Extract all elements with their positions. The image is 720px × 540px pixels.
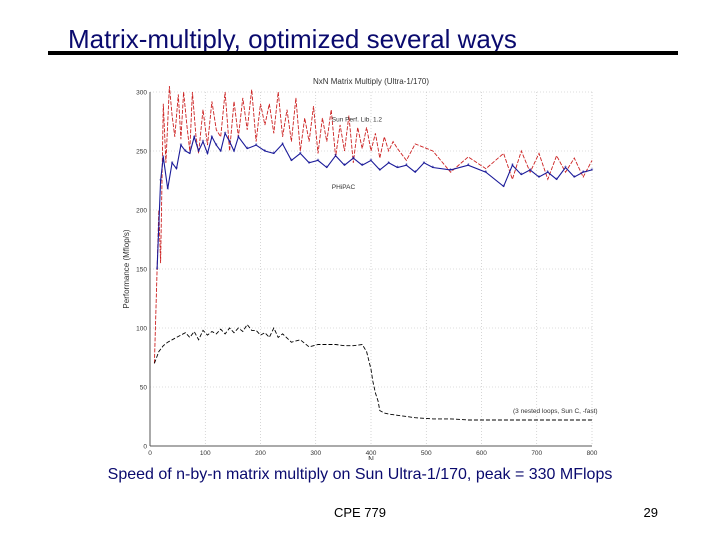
phipac-point: * bbox=[156, 267, 159, 274]
phipac-point: * bbox=[237, 135, 240, 142]
phipac-point: * bbox=[591, 168, 594, 175]
phipac-point: * bbox=[538, 175, 541, 182]
x-tick-label: 300 bbox=[310, 450, 321, 457]
y-tick-label: 150 bbox=[136, 267, 147, 274]
phipac-point: * bbox=[573, 175, 576, 182]
y-axis-label: Performance (Mflop/s) bbox=[122, 229, 131, 308]
x-tick-label: 200 bbox=[255, 450, 266, 457]
phipac-point: * bbox=[175, 167, 178, 174]
phipac-point: * bbox=[555, 177, 558, 184]
y-tick-label: 200 bbox=[136, 208, 147, 215]
phipac-point: * bbox=[264, 149, 267, 156]
phipac-point: * bbox=[206, 151, 209, 158]
footer-course: CPE 779 bbox=[333, 505, 387, 520]
x-tick-label: 800 bbox=[587, 450, 598, 457]
phipac-point: * bbox=[197, 149, 200, 156]
slide-caption: Speed of n-by-n matrix multiply on Sun U… bbox=[107, 466, 613, 483]
phipac-point: * bbox=[405, 163, 408, 170]
y-tick-label: 250 bbox=[136, 149, 147, 156]
y-tick-label: 0 bbox=[143, 444, 147, 451]
phipac-point: * bbox=[387, 161, 390, 168]
phipac-point: * bbox=[272, 151, 275, 158]
phipac-point: * bbox=[564, 166, 567, 173]
performance-chart: 0 100 200 300 400 500 600 700 800 0 50 100 150 200 25… bbox=[122, 77, 598, 460]
y-tick-label: 50 bbox=[140, 385, 148, 392]
phipac-point: * bbox=[166, 187, 169, 194]
phipac-point: * bbox=[202, 140, 205, 147]
phipac-point: * bbox=[582, 170, 585, 177]
phipac-point: * bbox=[171, 161, 174, 168]
phipac-point: * bbox=[352, 156, 355, 163]
phipac-point: * bbox=[281, 142, 284, 149]
x-tick-label: 500 bbox=[421, 450, 432, 457]
chart-annotation: (3 nested loops, Sun C, -fast) bbox=[513, 408, 598, 415]
phipac-point: * bbox=[343, 163, 346, 170]
phipac-point: * bbox=[184, 149, 187, 156]
phipac-point: * bbox=[334, 154, 337, 161]
phipac-point: * bbox=[215, 143, 218, 150]
phipac-line bbox=[156, 131, 593, 270]
phipac-point: * bbox=[325, 166, 328, 173]
x-tick-label: 400 bbox=[366, 450, 377, 457]
phipac-point: * bbox=[233, 149, 236, 156]
phipac-point: * bbox=[414, 170, 417, 177]
phipac-point: * bbox=[432, 166, 435, 173]
phipac-point: * bbox=[219, 149, 222, 156]
phipac-point: * bbox=[378, 168, 381, 175]
slide-title: Matrix-multiply, optimized several ways bbox=[68, 24, 517, 54]
phipac-point: * bbox=[246, 147, 249, 154]
phipac-point: * bbox=[228, 140, 231, 147]
series-layer: ******** *************** ***** ********** **… bbox=[153, 86, 594, 421]
phipac-point: * bbox=[299, 151, 302, 158]
y-tick-label: 100 bbox=[136, 326, 147, 333]
x-tick-label: 100 bbox=[200, 450, 211, 457]
phipac-point: * bbox=[546, 170, 549, 177]
phipac-point: * bbox=[485, 170, 488, 177]
phipac-point: * bbox=[211, 135, 214, 142]
phipac-point: * bbox=[511, 163, 514, 170]
naive-loops-line bbox=[153, 323, 592, 421]
x-axis-label: N bbox=[368, 455, 374, 460]
phipac-point: * bbox=[224, 131, 227, 138]
x-tick-label: 0 bbox=[148, 450, 152, 457]
phipac-point: * bbox=[423, 161, 426, 168]
phipac-point: * bbox=[159, 179, 162, 186]
x-axis-ticks: 0 100 200 300 400 500 600 700 800 bbox=[148, 450, 598, 457]
page-number: 29 bbox=[643, 505, 658, 520]
phipac-point: * bbox=[308, 161, 311, 168]
phipac-point: * bbox=[290, 158, 293, 165]
phipac-point: * bbox=[162, 155, 165, 162]
x-tick-label: 700 bbox=[531, 450, 542, 457]
phipac-point: * bbox=[188, 151, 191, 158]
annotation-layer: Sun Perf. Lib. 1.2 PHiPAC (3 nested loops,… bbox=[332, 117, 598, 415]
phipac-point: * bbox=[529, 168, 532, 175]
phipac-point: * bbox=[370, 158, 373, 165]
y-tick-label: 300 bbox=[136, 90, 147, 97]
y-axis-ticks: 0 50 100 150 200 250 300 bbox=[136, 90, 147, 451]
phipac-point: * bbox=[520, 173, 523, 180]
phipac-point: * bbox=[396, 166, 399, 173]
chart-title: NxN Matrix Multiply (Ultra-1/170) bbox=[313, 77, 429, 86]
phipac-point: * bbox=[255, 143, 258, 150]
x-tick-label: 600 bbox=[476, 450, 487, 457]
phipac-point: * bbox=[361, 163, 364, 170]
phipac-point: * bbox=[467, 163, 470, 170]
phipac-point: * bbox=[449, 168, 452, 175]
phipac-point: * bbox=[180, 143, 183, 150]
chart-annotation: Sun Perf. Lib. 1.2 bbox=[332, 117, 383, 124]
title-underline bbox=[48, 51, 678, 55]
chart-annotation: PHiPAC bbox=[332, 184, 356, 191]
phipac-point: * bbox=[317, 158, 320, 165]
phipac-point: * bbox=[193, 135, 196, 142]
phipac-point: * bbox=[502, 184, 505, 191]
